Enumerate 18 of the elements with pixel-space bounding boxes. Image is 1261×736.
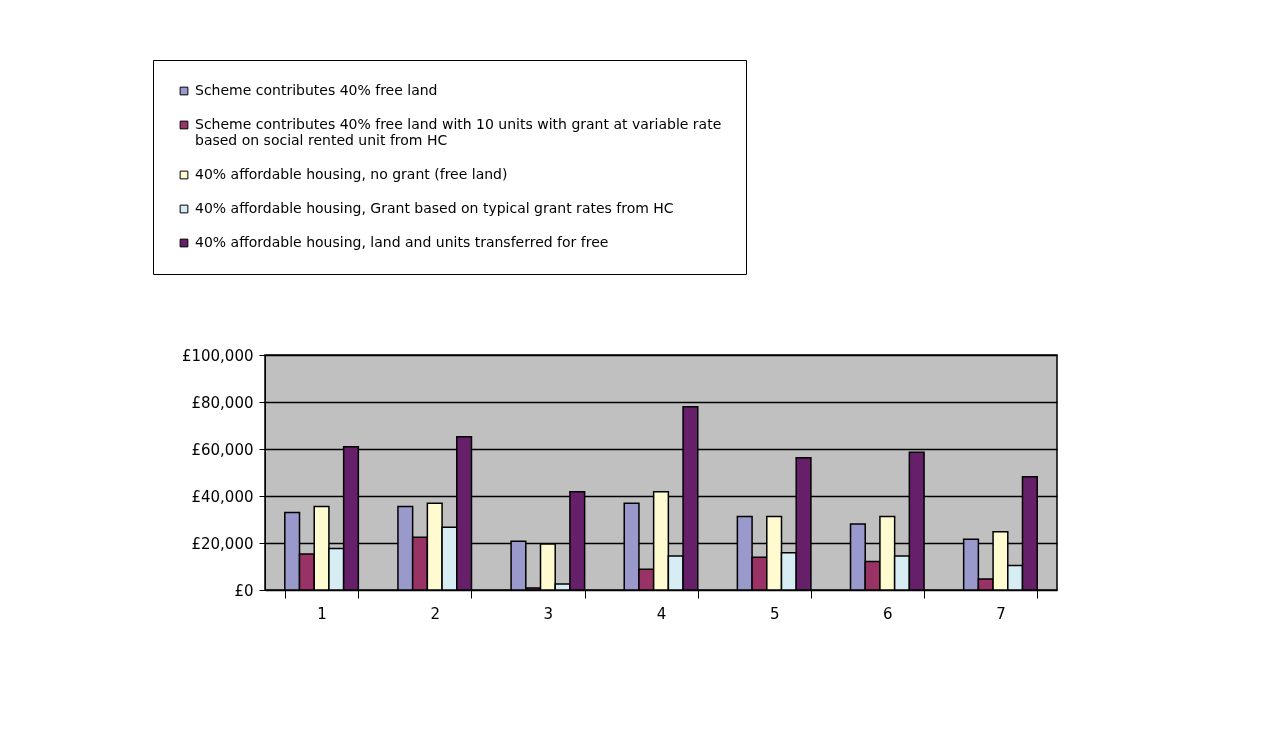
y-tick-label: £60,000 — [191, 440, 254, 459]
legend-label: Scheme contributes 40% free land — [195, 82, 438, 98]
x-tick-label: 4 — [656, 604, 667, 623]
legend-label: 40% affordable housing, no grant (free land) — [195, 166, 508, 182]
x-tick-label: 3 — [543, 604, 554, 623]
legend-label: 40% affordable housing, land and units transferred for free — [195, 234, 609, 250]
y-tick-label: £0 — [234, 581, 254, 600]
x-tick-label: 5 — [769, 604, 780, 623]
x-tick-label: 1 — [317, 604, 327, 623]
x-tick-label: 6 — [883, 604, 893, 623]
y-tick-label: £80,000 — [191, 393, 254, 412]
y-tick-label: £40,000 — [191, 487, 254, 506]
y-tick-label: £100,000 — [181, 346, 254, 365]
legend-label: Scheme contributes 40% free land with 10 units with grant at variable rate based on social rented unit from HC — [195, 116, 722, 148]
x-tick-label: 2 — [430, 604, 440, 623]
legend-label: 40% affordable housing, Grant based on typical grant rates from HC — [195, 200, 674, 216]
y-tick-label: £20,000 — [191, 534, 254, 553]
x-tick-label: 7 — [996, 604, 1006, 623]
